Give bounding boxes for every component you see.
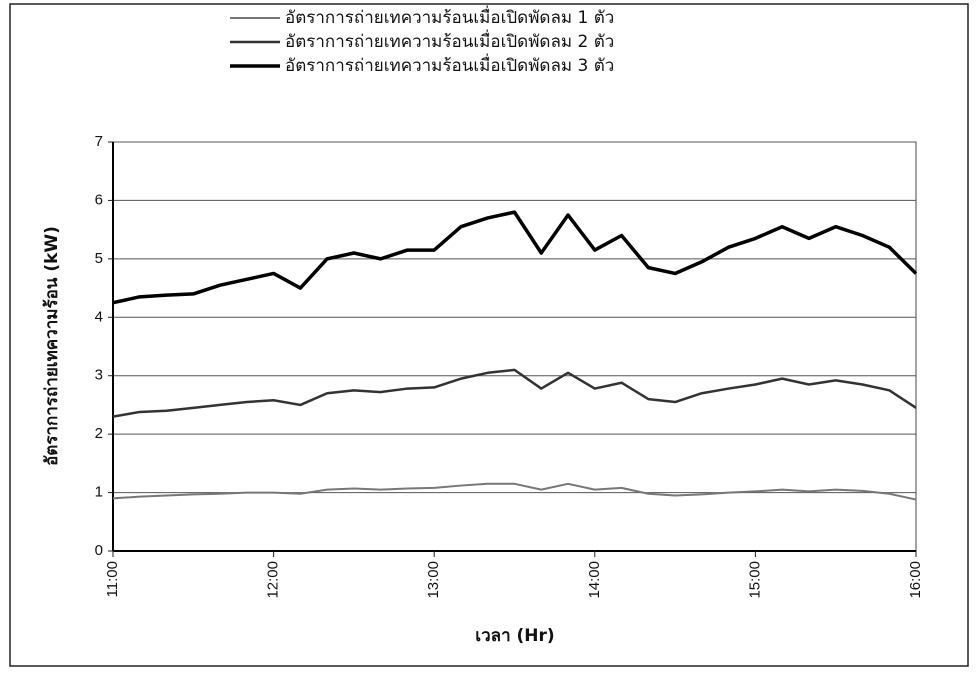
x-tick-label: 12:00	[265, 561, 282, 599]
y-axis-title: อัตราการถ่ายเทความร้อน (kW)	[42, 226, 62, 466]
x-axis-title: เวลา (Hr)	[475, 626, 554, 646]
x-tick-label: 15:00	[746, 561, 763, 599]
y-tick-label: 1	[95, 484, 103, 501]
x-tick-label: 11:00	[104, 561, 121, 597]
legend-label: อัตราการถ่ายเทความร้อนเมื่อเปิดพัดลม 1 ต…	[285, 5, 614, 28]
chart: เวลา (Hr) อัตราการถ่ายเทความร้อน (kW) 01…	[0, 0, 976, 675]
legend-label: อัตราการถ่ายเทความร้อนเมื่อเปิดพัดลม 2 ต…	[285, 29, 614, 52]
x-tick-label: 14:00	[586, 561, 603, 599]
y-tick-label: 3	[95, 367, 103, 384]
chart-frame	[10, 4, 968, 666]
y-tick-label: 4	[95, 308, 103, 325]
data-line	[113, 370, 916, 417]
y-tick-label: 5	[95, 250, 103, 267]
x-tick-label: 16:00	[907, 561, 924, 599]
y-tick-label: 7	[95, 133, 103, 150]
y-tick-label: 0	[95, 542, 103, 559]
y-tick-label: 2	[95, 425, 103, 442]
data-line	[113, 212, 916, 303]
y-tick-label: 6	[95, 191, 103, 208]
legend-label: อัตราการถ่ายเทความร้อนเมื่อเปิดพัดลม 3 ต…	[285, 53, 614, 76]
data-line	[113, 484, 916, 500]
x-tick-label: 13:00	[425, 561, 442, 599]
